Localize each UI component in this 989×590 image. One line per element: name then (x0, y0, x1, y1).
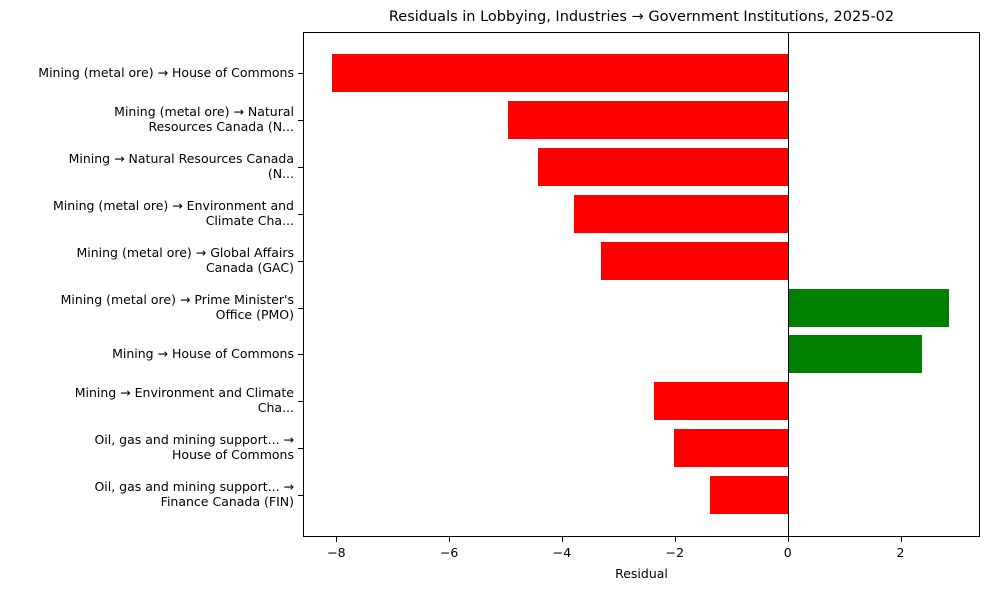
y-tick-label: Mining (metal ore) → Prime Minister's Off… (60, 291, 294, 322)
y-tick (298, 119, 303, 121)
x-tick (787, 537, 789, 542)
bar (710, 476, 789, 515)
bar (537, 147, 789, 186)
bar (654, 382, 789, 421)
bar (788, 288, 949, 327)
y-tick-label: Mining → House of Commons (112, 345, 294, 361)
bar (332, 54, 789, 92)
y-tick-label: Mining (metal ore) → Natural Resources Ca… (114, 103, 294, 134)
x-tick-label: 2 (896, 545, 905, 560)
y-tick-label: Mining → Natural Resources Canada (N... (68, 150, 294, 181)
x-tick-label: 0 (783, 545, 792, 560)
y-tick-label: Mining (metal ore) → Environment and Clim… (52, 197, 294, 228)
bar (788, 335, 922, 374)
y-tick (298, 213, 303, 215)
chart-title: Residuals in Lobbying, Industries → Gove… (388, 9, 895, 25)
x-tick-label: −4 (552, 545, 572, 560)
x-tick-label: −2 (665, 545, 685, 560)
y-tick (298, 354, 303, 356)
bar (600, 241, 789, 280)
x-tick (562, 537, 564, 542)
y-tick (298, 166, 303, 168)
y-tick-label: Oil, gas and mining support... → House of… (94, 432, 294, 463)
x-tick (336, 537, 338, 542)
bar (674, 429, 789, 468)
x-tick-label: −8 (327, 545, 346, 560)
y-tick (298, 448, 303, 450)
y-tick (298, 307, 303, 309)
x-tick-label: −6 (439, 545, 459, 560)
y-tick (298, 401, 303, 403)
x-tick (449, 537, 451, 542)
x-axis-label: Residual (615, 566, 668, 581)
plot-area (303, 32, 980, 537)
y-tick-label: Mining (metal ore) → House of Commons (38, 64, 294, 80)
y-tick-label: Oil, gas and mining support... → Finance … (94, 479, 294, 510)
y-tick (298, 260, 303, 262)
y-tick (298, 73, 303, 74)
x-tick (900, 537, 902, 542)
y-tick-label: Mining → Environment and Climate Cha... (74, 385, 294, 416)
y-tick (298, 495, 303, 497)
x-tick (674, 537, 676, 542)
bar (507, 100, 789, 139)
zero-reference-line (788, 33, 790, 536)
bar (573, 194, 789, 233)
y-tick-label: Mining (metal ore) → Global Affairs Canad… (76, 244, 294, 275)
